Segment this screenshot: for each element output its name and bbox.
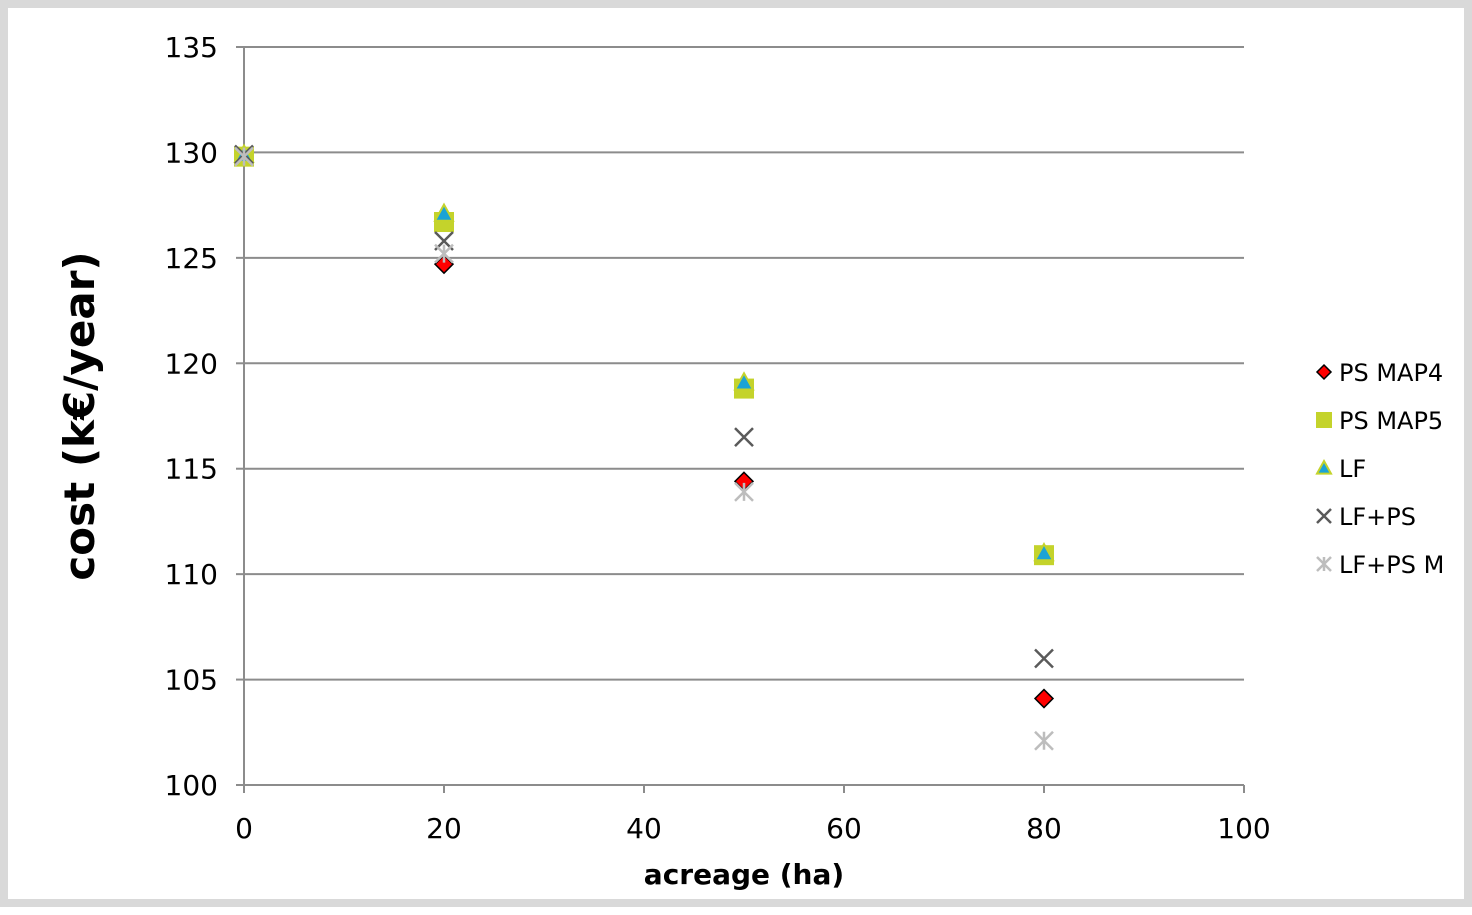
- x-tick-label: 40: [626, 812, 662, 845]
- x-axis-title: acreage (ha): [644, 858, 844, 891]
- legend-marker: [1316, 508, 1332, 524]
- y-tick-label: 100: [165, 769, 218, 802]
- legend-entry: LF: [1315, 455, 1366, 483]
- gridlines: [244, 46, 1244, 681]
- tick-labels: 100 105 110 115 120 125 130 135 0 20 40 60 80 100: [165, 31, 1271, 845]
- legend-label: LF: [1339, 455, 1366, 483]
- y-axis-title: cost (k€/year): [55, 251, 104, 580]
- x-tick-label: 0: [235, 812, 253, 845]
- legend-entry: LF+PS M: [1316, 551, 1444, 579]
- y-tick-label: 125: [165, 242, 218, 275]
- y-tick-label: 130: [165, 136, 218, 169]
- y-tick-label: 115: [165, 453, 218, 486]
- data-point: [1034, 648, 1054, 669]
- legend-label: LF+PS: [1339, 503, 1416, 531]
- legend-label: PS MAP4: [1339, 359, 1443, 387]
- data-point: [1033, 541, 1055, 562]
- legend-marker: [1316, 556, 1332, 572]
- data-point: [1034, 730, 1054, 751]
- axes: [236, 46, 1245, 793]
- data-points: [233, 143, 1055, 751]
- legend-marker: [1315, 458, 1333, 475]
- legend-entry: LF+PS: [1316, 503, 1416, 531]
- x-tick-label: 60: [826, 812, 862, 845]
- legend-entry: PS MAP4: [1315, 359, 1443, 387]
- data-point: [1033, 688, 1055, 709]
- legend-marker: [1316, 412, 1332, 428]
- legend-entry: PS MAP5: [1316, 407, 1443, 435]
- y-tick-label: 105: [165, 664, 218, 697]
- legend-label: LF+PS M: [1339, 551, 1444, 579]
- legend-marker: [1315, 363, 1333, 381]
- data-point: [434, 243, 454, 264]
- data-point: [734, 482, 754, 502]
- x-tick-label: 100: [1217, 812, 1270, 845]
- y-tick-label: 120: [165, 347, 218, 380]
- data-point: [234, 146, 254, 167]
- scatter-chart: 100 105 110 115 120 125 130 135 0 20 40 60 80 100 acr…: [55, 31, 1444, 891]
- y-tick-label: 135: [165, 31, 218, 64]
- legend: PS MAP4 PS MAP5 LF LF+PS LF+PS M: [1315, 359, 1444, 579]
- x-tick-label: 80: [1026, 812, 1062, 845]
- x-tick-label: 20: [426, 812, 462, 845]
- data-point: [734, 427, 754, 447]
- data-point: [433, 202, 455, 222]
- data-point: [733, 371, 755, 391]
- y-tick-label: 110: [165, 558, 218, 591]
- legend-label: PS MAP5: [1339, 407, 1443, 435]
